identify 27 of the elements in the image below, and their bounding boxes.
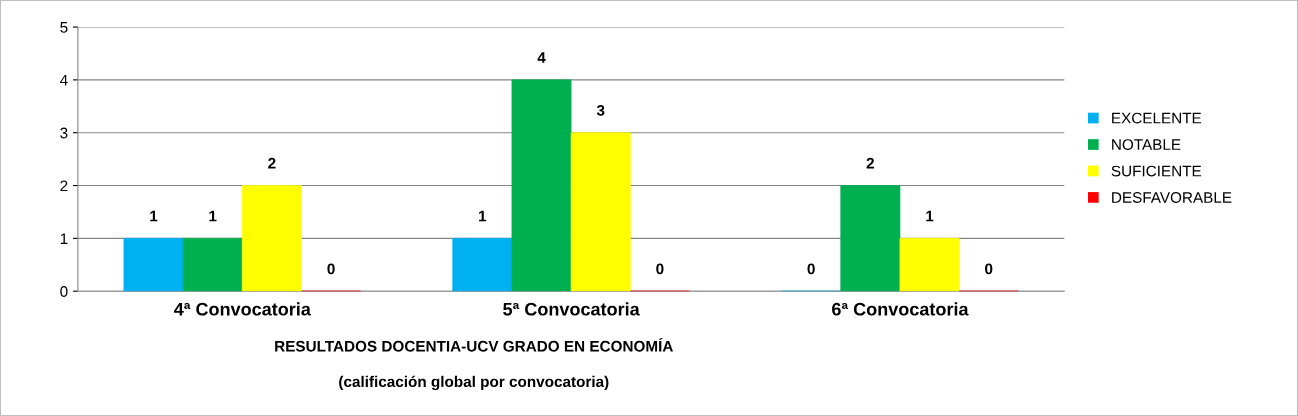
legend-label: SUFICIENTE — [1111, 165, 1202, 177]
legend-label: DESFAVORABLE — [1112, 192, 1232, 203]
x-tick-label: 4ª Convocatoria — [174, 302, 311, 316]
legend-label: NOTABLE — [1112, 139, 1181, 150]
y-tick-label: 5 — [60, 22, 68, 33]
data-label: 0 — [656, 263, 664, 275]
x-tick-label: 5ª Convocatoria — [503, 302, 640, 316]
data-label: 1 — [926, 210, 934, 222]
y-tick-label: 3 — [60, 127, 68, 139]
data-label: 2 — [268, 157, 276, 169]
data-label: 4 — [537, 52, 546, 63]
x-tick-label: 6ª Convocatoria — [832, 302, 969, 316]
data-label: 1 — [209, 210, 217, 222]
legend-label: EXCELENTE — [1112, 112, 1202, 124]
data-label: 1 — [479, 210, 487, 222]
text: (calificación global por convocatoria) — [339, 375, 609, 391]
y-tick-label: 4 — [60, 74, 68, 86]
data-label: 0 — [807, 263, 815, 275]
data-label: 1 — [150, 210, 158, 222]
y-tick-label: 1 — [60, 233, 68, 244]
text: RESULTADOS DOCENTIA-UCV GRADO EN ECONOMÍA — [275, 337, 673, 352]
data-label: 3 — [596, 104, 605, 116]
data-label: 2 — [866, 157, 874, 169]
data-label: 0 — [985, 263, 993, 275]
data-label: 0 — [327, 263, 335, 275]
y-tick-label: 0 — [60, 286, 68, 297]
y-tick-label: 2 — [60, 180, 68, 192]
